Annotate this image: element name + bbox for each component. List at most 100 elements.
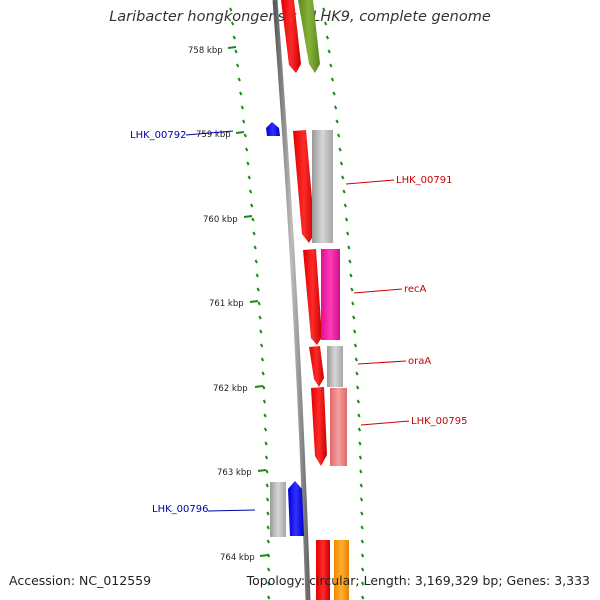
scale-ring-dot — [357, 413, 361, 418]
scale-tick — [254, 385, 264, 388]
scale-ring-dot — [252, 231, 256, 236]
scale-ring-dot — [337, 133, 341, 138]
scale-ring-dot — [351, 301, 355, 306]
scale-ring-dot — [245, 147, 249, 152]
scale-ring-dot — [230, 21, 235, 26]
scale-ring-dot — [361, 595, 365, 600]
scale-ring-dot — [325, 35, 330, 40]
cds-track-forward — [281, 0, 330, 600]
feature-box-orange[interactable] — [334, 540, 349, 600]
scale-ring-dot — [263, 413, 267, 418]
scale-ring-dot — [346, 231, 350, 236]
label-leader — [345, 179, 395, 185]
scale-ring-dot — [359, 497, 364, 502]
gene-label[interactable]: LHK_00796 — [152, 504, 208, 515]
gene-label[interactable]: recA — [404, 284, 427, 295]
scale-ring-dot — [349, 273, 353, 278]
scale-ring-dot — [327, 49, 331, 54]
scale-ring-dot — [264, 455, 269, 460]
scale-ring-dot — [335, 119, 339, 124]
label-leader — [185, 130, 234, 136]
scale-label: 763 kbp — [217, 468, 252, 478]
cds-arrow[interactable] — [281, 0, 301, 73]
accession-text: Accession: NC_012559 — [9, 573, 152, 588]
cds-arrow[interactable] — [309, 346, 324, 387]
feature-box-magenta[interactable] — [321, 249, 340, 340]
scale-ring-dot — [264, 441, 268, 446]
cds-box[interactable] — [316, 540, 330, 600]
gene-label[interactable]: LHK_00791 — [396, 175, 452, 186]
scale-ring-dot — [359, 469, 363, 474]
scale-ring-dot — [360, 525, 364, 530]
scale-tick — [259, 554, 269, 557]
scale-ring-dot — [348, 259, 352, 264]
scale-ring-dot — [361, 581, 365, 586]
scale-label: 762 kbp — [213, 384, 248, 394]
scale-ring-dot — [247, 175, 251, 180]
scale-ring-dot — [355, 371, 359, 376]
scale-ring-dot — [344, 217, 349, 222]
scale-ring-dot — [261, 371, 265, 376]
scale-ring-dot — [251, 217, 255, 222]
scale-ring-dot — [266, 553, 271, 558]
scale-ring-dot — [248, 189, 253, 194]
scale-label: 760 kbp — [203, 215, 238, 225]
scale-ring-dot — [324, 21, 328, 26]
scale-ring-dot — [263, 427, 268, 432]
feature-arrow-olive[interactable] — [298, 0, 320, 73]
scale-ring-dot — [359, 483, 363, 488]
cds-arrow-reverse[interactable] — [266, 122, 280, 136]
scale-ring-dot — [329, 63, 333, 68]
scale-ring-dot — [262, 385, 266, 390]
scale-tick — [235, 131, 245, 134]
feature-track-reverse — [266, 122, 304, 537]
scale-ring-dot — [256, 287, 260, 292]
scale-ring-dot — [255, 273, 259, 278]
cds-arrow-reverse[interactable] — [288, 481, 304, 536]
scale-ring-dot — [356, 399, 360, 404]
scale-label: 761 kbp — [209, 299, 244, 309]
scale-ring-dot — [237, 77, 241, 82]
scale-tick — [243, 215, 253, 218]
gene-label[interactable]: LHK_00795 — [411, 416, 467, 427]
scale-ring-dot — [330, 77, 335, 82]
scale-labels: 758 kbp 759 kbp 760 kbp 761 kbp 762 kbp … — [188, 46, 269, 563]
scale-ring-dot — [352, 315, 356, 320]
feature-box-gray[interactable] — [312, 130, 333, 243]
scale-ring-dot — [334, 105, 338, 110]
gene-label[interactable]: oraA — [408, 356, 431, 367]
scale-ring-dot — [259, 329, 263, 334]
feature-box-gray[interactable] — [270, 482, 286, 537]
scale-ring-dot — [361, 567, 365, 572]
scale-ring-dot — [253, 245, 257, 250]
scale-ring-dot — [360, 539, 364, 544]
scale-ring-dot — [266, 525, 270, 530]
scale-ring-dot — [266, 511, 270, 516]
label-leader — [360, 420, 410, 426]
scale-ring-dot — [353, 343, 358, 348]
scale-ring-dot — [347, 245, 351, 250]
scale-ring-dot — [332, 91, 336, 96]
scale-tick — [227, 46, 237, 49]
gene-label[interactable]: LHK_00792 — [130, 130, 186, 141]
label-leader — [207, 509, 256, 512]
scale-ring-dot — [358, 455, 363, 460]
cds-arrow[interactable] — [311, 387, 327, 466]
scale-ring-dot — [242, 119, 246, 124]
scale-ring-inner — [229, 7, 271, 600]
scale-ring-dot — [239, 91, 243, 96]
feature-box-pink[interactable] — [330, 388, 347, 466]
cds-arrow[interactable] — [303, 249, 322, 345]
scale-ring-dot — [339, 161, 344, 166]
genome-backbone — [272, 0, 311, 600]
scale-ring-dot — [322, 7, 326, 12]
scale-ring-dot — [267, 595, 271, 600]
scale-ring-dot — [246, 161, 250, 166]
cds-arrow[interactable] — [293, 130, 315, 243]
scale-ring-dot — [357, 427, 362, 432]
scale-label: 758 kbp — [188, 46, 223, 56]
feature-box-gray[interactable] — [327, 346, 343, 387]
scale-ring-dot — [354, 357, 358, 362]
label-leader — [357, 360, 407, 365]
